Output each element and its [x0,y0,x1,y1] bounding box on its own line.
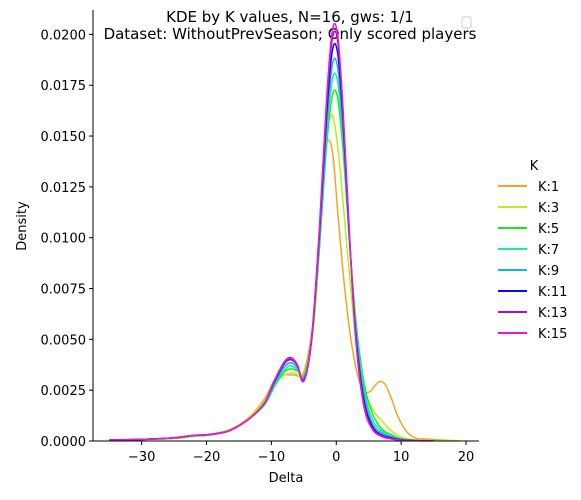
y-tick-label: 0.0175 [41,79,87,94]
series-line-k15 [109,22,434,442]
legend-label: K:15 [538,327,567,342]
x-tick-label: 20 [458,450,475,465]
legend-item: K:1 [498,180,559,195]
x-tick-label: 0 [332,450,340,465]
legend-item: K:11 [498,285,567,300]
legend-item: K:13 [498,306,567,321]
x-ticks: −30 −20 −10 0 10 20 [128,441,474,465]
y-tick-label: 0.0125 [41,181,87,196]
legend-label: K:13 [538,306,567,321]
legend-item: K:3 [498,201,559,216]
legend-label: K:9 [538,264,559,279]
y-tick-label: 0.0000 [41,435,87,450]
chart-title-line2: Dataset: WithoutPrevSeason; Only scored … [104,25,477,43]
y-tick-label: 0.0025 [41,384,87,399]
legend-label: K:5 [538,222,559,237]
y-tick-label: 0.0100 [41,232,87,247]
legend-item: K:5 [498,222,559,237]
chart-title-line1: KDE by K values, N=16, gws: 1/1 [166,8,414,26]
series-line-k3 [109,113,460,442]
y-ticks: 0.0000 0.0025 0.0050 0.0075 0.0100 0.0125 0.01… [41,28,93,450]
y-tick-label: 0.0075 [41,283,87,298]
x-tick-label: −30 [128,450,155,465]
x-tick-label: 10 [393,450,410,465]
legend-title: K [530,159,539,174]
x-tick-label: −20 [193,450,220,465]
plot-area [109,22,460,442]
legend-item: K:9 [498,264,559,279]
legend-label: K:3 [538,201,559,216]
legend-label: K:1 [538,180,559,195]
y-tick-label: 0.0150 [41,130,87,145]
series-line-k11 [109,42,434,442]
empty-legend-box [461,16,472,29]
legend: K K:1 K:3 K:5 K:7 K:9 K:11 K:13 K:15 [498,159,567,342]
x-tick-label: −10 [258,450,285,465]
y-tick-label: 0.0200 [41,28,87,43]
x-axis-label: Delta [269,471,304,486]
series-line-k13 [109,30,434,442]
legend-label: K:7 [538,243,559,258]
y-tick-label: 0.0050 [41,333,87,348]
legend-item: K:15 [498,327,567,342]
series-line-k1 [109,139,460,442]
legend-label: K:11 [538,285,567,300]
y-axis-label: Density [15,201,30,251]
legend-item: K:7 [498,243,559,258]
